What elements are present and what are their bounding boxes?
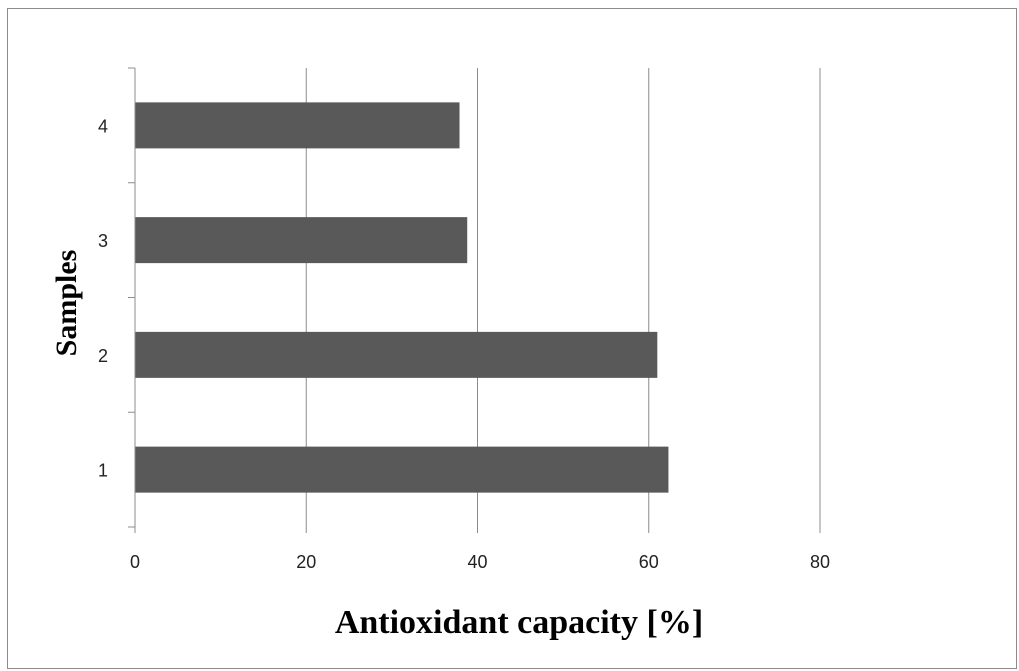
bar-sample-2 bbox=[135, 331, 658, 378]
bars bbox=[135, 102, 669, 493]
y-tick-label: 3 bbox=[98, 231, 108, 251]
x-tick-label: 60 bbox=[639, 552, 659, 572]
x-axis-title: Antioxidant capacity [%] bbox=[335, 604, 703, 641]
y-tick-label: 2 bbox=[98, 346, 108, 366]
y-tick-label: 4 bbox=[98, 116, 108, 136]
bar-sample-1 bbox=[135, 446, 669, 493]
x-tick-label: 80 bbox=[810, 552, 830, 572]
y-tick-label: 1 bbox=[98, 461, 108, 481]
axes bbox=[128, 67, 821, 533]
x-tick-label: 0 bbox=[130, 552, 140, 572]
bar-sample-4 bbox=[135, 102, 460, 149]
bar-sample-3 bbox=[135, 217, 468, 264]
tick-labels: 0 20 40 60 80 1 2 3 4 bbox=[98, 116, 830, 572]
x-tick-label: 20 bbox=[296, 552, 316, 572]
x-tick-label: 40 bbox=[467, 552, 487, 572]
y-axis-title: Samples bbox=[50, 250, 83, 357]
